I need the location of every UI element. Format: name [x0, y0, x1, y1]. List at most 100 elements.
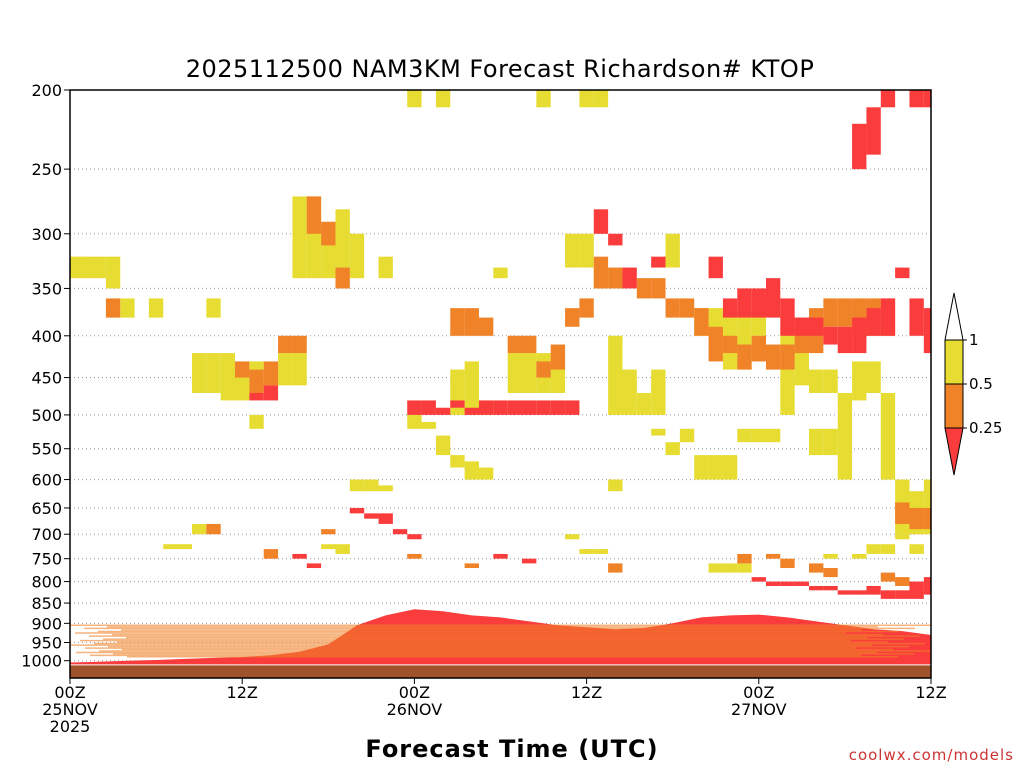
heat-cell-1-11 — [478, 317, 494, 336]
heat-cell-1-0 — [105, 298, 121, 318]
y-tick-label-850: 850 — [31, 594, 62, 613]
heat-cell-1-14 — [536, 361, 551, 378]
heat-cell-2-6 — [464, 407, 479, 415]
heat-cell-1-25 — [708, 326, 723, 362]
heat-cell-0-91 — [722, 563, 738, 573]
heat-cell-2-44 — [909, 90, 924, 108]
heat-cell-1-17 — [579, 298, 594, 318]
heat-cell-2-29 — [866, 308, 881, 336]
x-tick-label-36-0: 12Z — [571, 683, 602, 702]
heat-cell-0-30 — [565, 233, 580, 268]
heat-cell-0-88 — [895, 534, 910, 540]
legend-label-2: 0.25 — [969, 419, 1002, 437]
heat-cell-2-34 — [349, 507, 365, 514]
heat-cell-2-57 — [880, 590, 896, 599]
x-tick-label-60-0: 12Z — [915, 683, 946, 702]
heat-cell-0-25 — [493, 267, 508, 279]
heat-cell-0-50 — [880, 392, 896, 480]
heat-cell-2-48 — [751, 577, 766, 582]
heat-cell-0-84 — [593, 549, 609, 554]
x-tick-label-12-0: 12Z — [227, 683, 258, 702]
heat-cell-1-1 — [235, 361, 250, 378]
heat-cell-2-40 — [522, 558, 537, 564]
heat-cell-0-1 — [77, 256, 92, 279]
legend-bin-top — [944, 292, 964, 341]
legend-bin-yellow — [944, 339, 964, 385]
heat-cell-2-21 — [751, 288, 766, 318]
heat-cell-0-2 — [91, 256, 106, 279]
heat-cell-1-22 — [665, 298, 680, 318]
heat-cell-1-15 — [550, 344, 566, 370]
y-tick-label-550: 550 — [31, 440, 62, 459]
y-tick-label-300: 300 — [31, 225, 62, 244]
heat-cell-0-22 — [450, 369, 465, 415]
y-tick-label-600: 600 — [31, 471, 62, 490]
heat-cell-0-58 — [450, 455, 465, 468]
heat-cell-1-24 — [694, 308, 709, 336]
heat-cell-0-82 — [823, 428, 838, 456]
heat-cell-2-59 — [909, 581, 924, 599]
heat-cell-0-94 — [852, 553, 867, 559]
heat-cell-2-2 — [407, 400, 422, 415]
heat-cell-2-54 — [837, 590, 853, 595]
heat-cell-0-53 — [923, 479, 931, 535]
heat-cell-1-48 — [765, 553, 781, 559]
heat-cell-0-3 — [105, 256, 121, 289]
heat-cell-1-46 — [608, 563, 623, 573]
heat-cell-0-61 — [407, 414, 422, 429]
y-tick-label-350: 350 — [31, 279, 62, 298]
heat-cell-1-50 — [809, 563, 824, 573]
heat-cell-2-11 — [536, 400, 551, 415]
heat-cell-0-27 — [522, 353, 537, 393]
heat-cell-0-92 — [737, 563, 752, 573]
heat-cell-0-86 — [866, 544, 881, 554]
heat-cell-2-32 — [909, 298, 924, 336]
heat-cell-0-20 — [407, 90, 422, 108]
heat-cell-0-47 — [837, 392, 853, 480]
heat-cell-2-30 — [880, 298, 896, 336]
heat-cell-1-40 — [923, 507, 931, 530]
heat-cell-2-8 — [493, 400, 508, 415]
y-tick-label-800: 800 — [31, 573, 62, 592]
heat-cell-1-39 — [909, 507, 924, 530]
heat-cell-0-60 — [478, 467, 494, 480]
x-tick-label-24-1: 26NOV — [387, 700, 443, 719]
heat-cell-2-9 — [507, 400, 523, 415]
heat-cell-1-13 — [522, 335, 537, 354]
heat-cell-2-1 — [263, 385, 279, 401]
heat-cell-1-5 — [292, 335, 307, 354]
heat-cell-2-53 — [823, 585, 838, 591]
heat-cell-0-79 — [751, 428, 766, 443]
heat-cell-0-13 — [292, 353, 307, 386]
credit-text: coolwx.com/models — [849, 746, 1014, 764]
heat-cell-0-9 — [220, 353, 236, 401]
heat-cell-2-43 — [880, 90, 896, 108]
color-legend: 1 0.5 0.25 — [944, 292, 1002, 476]
heat-cell-0-56 — [536, 90, 551, 108]
heat-cell-0-12 — [278, 353, 293, 386]
heat-cell-0-33 — [608, 335, 623, 415]
heat-cell-1-3 — [263, 361, 279, 386]
heat-cell-0-26 — [507, 353, 523, 393]
heat-cell-0-66 — [321, 544, 336, 550]
y-tick-label-400: 400 — [31, 327, 62, 346]
heat-cell-0-68 — [249, 414, 264, 429]
heat-cell-1-41 — [263, 549, 279, 559]
series-1 — [105, 196, 931, 591]
heat-cell-2-45 — [923, 90, 931, 108]
heat-cell-1-53 — [895, 577, 910, 586]
heat-cell-2-38 — [407, 534, 422, 540]
heat-cell-1-45 — [464, 563, 479, 569]
heat-cell-1-26 — [722, 335, 738, 354]
heat-cell-0-62 — [421, 421, 436, 429]
heat-cell-2-52 — [809, 585, 824, 591]
heat-cell-1-51 — [823, 568, 838, 578]
chart-title: 2025112500 NAM3KM Forecast Richardson# K… — [186, 55, 815, 83]
heat-cell-0-59 — [464, 461, 479, 480]
heat-cell-2-14 — [593, 209, 609, 234]
heat-cell-0-77 — [679, 428, 695, 443]
heat-cell-0-95 — [608, 479, 623, 492]
heat-cell-0-67 — [335, 544, 350, 554]
heat-cell-0-43 — [780, 326, 795, 415]
